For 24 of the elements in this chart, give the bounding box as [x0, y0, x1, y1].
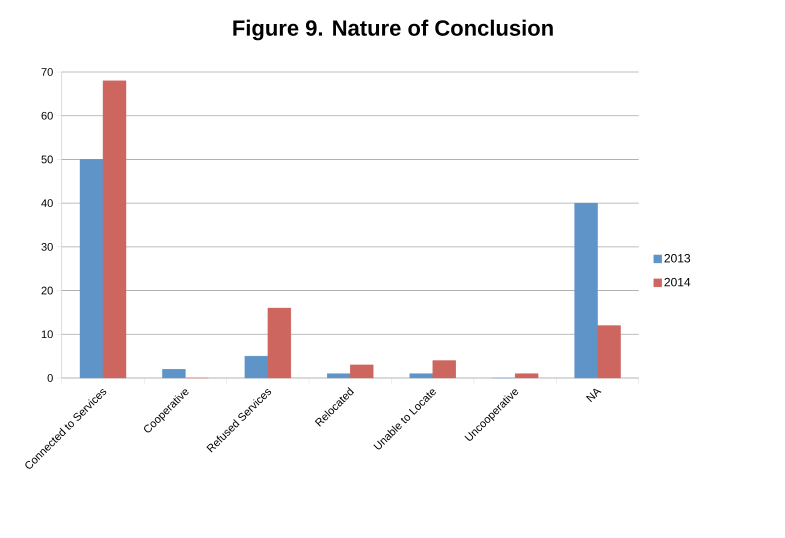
y-tick-label: 60 [42, 112, 53, 120]
bar [80, 159, 104, 378]
y-tick-label: 0 [48, 374, 53, 382]
bar [102, 80, 126, 378]
legend-label: 2013 [664, 254, 690, 262]
bar [244, 356, 268, 378]
y-tick-label: 20 [42, 286, 53, 294]
y-tick-label: 30 [41, 242, 53, 251]
bar [514, 373, 538, 378]
y-tick-label: 50 [41, 156, 53, 164]
bar [432, 360, 456, 378]
bar [327, 373, 350, 378]
legend-label: 2014 [664, 278, 690, 286]
y-tick-label: 10 [42, 330, 53, 338]
bar [574, 202, 598, 378]
y-tick-label: 40 [41, 199, 53, 208]
bar [350, 364, 374, 378]
y-tick-label: 70 [42, 68, 53, 76]
x-tick-label: NA [586, 388, 602, 402]
bar [162, 369, 186, 378]
bar [410, 373, 433, 378]
chart-title: Figure 9. Nature of Conclusion [233, 20, 553, 40]
bar [597, 325, 621, 378]
bar [268, 308, 292, 378]
